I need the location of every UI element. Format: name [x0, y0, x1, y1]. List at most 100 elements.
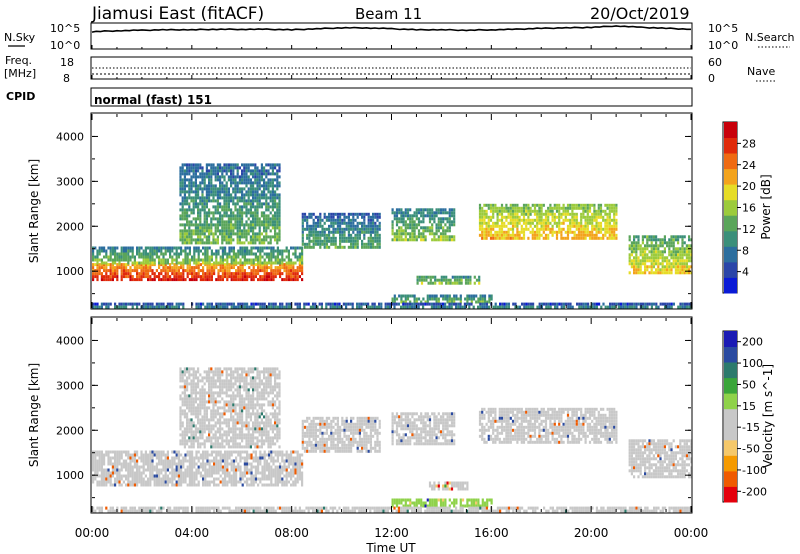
heatmap-cell [312, 305, 315, 309]
heatmap-cell [376, 227, 379, 231]
heatmap-cell [92, 465, 95, 469]
heatmap-cell [191, 272, 194, 276]
heatmap-cell [236, 241, 239, 245]
freq-left-unit: [MHz] [4, 67, 36, 80]
heatmap-cell [646, 253, 649, 257]
heatmap-cell [158, 471, 161, 475]
heatmap-cell [558, 230, 561, 234]
heatmap-cell [232, 238, 235, 242]
heatmap-cell [225, 208, 228, 212]
heatmap-cell [448, 226, 451, 230]
heatmap-cell [520, 212, 523, 216]
heatmap-cell [223, 220, 226, 224]
heatmap-cell [203, 178, 206, 182]
heatmap-cell [417, 211, 421, 215]
heatmap-cell [153, 263, 156, 267]
heatmap-cell [312, 224, 315, 228]
heatmap-cell [114, 258, 117, 262]
heatmap-cell [120, 305, 123, 309]
heatmap-cell [582, 215, 585, 219]
heatmap-cell [373, 302, 376, 306]
heatmap-cell [672, 253, 675, 257]
heatmap-cell [281, 468, 284, 472]
heatmap-cell [166, 269, 169, 273]
heatmap-cell [263, 474, 266, 478]
heatmap-cell [633, 305, 636, 309]
heatmap-cell [453, 297, 456, 301]
heatmap-cell [254, 169, 257, 173]
heatmap-cell [413, 226, 416, 230]
heatmap-cell [635, 259, 638, 263]
heatmap-cell [171, 462, 174, 466]
heatmap-cell [404, 208, 407, 212]
heatmap-cell [330, 218, 333, 222]
heatmap-cell [372, 218, 375, 222]
heatmap-cell [256, 181, 259, 185]
heatmap-cell [221, 241, 224, 245]
heatmap-cell [239, 252, 242, 256]
heatmap-cell [239, 468, 242, 472]
heatmap-cell [281, 465, 284, 469]
heatmap-cell [226, 278, 229, 282]
heatmap-cell [228, 263, 231, 267]
heatmap-cell [98, 266, 101, 270]
heatmap-cell [133, 278, 136, 282]
heatmap-cell [306, 236, 309, 240]
heatmap-cell [276, 208, 279, 212]
heatmap-cell [451, 281, 454, 285]
heatmap-cell [263, 220, 266, 224]
heatmap-cell [478, 212, 482, 216]
heatmap-cell [197, 468, 200, 472]
heatmap-cell [122, 246, 125, 250]
heatmap-cell [246, 252, 249, 256]
heatmap-cell [252, 175, 255, 179]
heatmap-cell [544, 233, 548, 237]
heatmap-cell [413, 220, 416, 224]
heatmap-cell [276, 232, 279, 236]
heatmap-cell [434, 275, 437, 279]
heatmap-cell [630, 265, 633, 269]
heatmap-cell [363, 245, 366, 249]
heatmap-cell [677, 241, 680, 245]
heatmap-cell [210, 199, 213, 203]
heatmap-cell [125, 269, 128, 273]
heatmap-cell [668, 302, 671, 306]
heatmap-cell [666, 271, 669, 275]
heatmap-cell [223, 190, 226, 194]
heatmap-cell [210, 468, 213, 472]
heatmap-cell [177, 272, 180, 276]
heatmap-cell [303, 245, 307, 249]
heatmap-cell [483, 300, 487, 304]
heatmap-cell [666, 256, 669, 260]
heatmap-cell [276, 187, 279, 191]
heatmap-cell [560, 302, 563, 306]
heatmap-cell [507, 209, 510, 213]
heatmap-cell [685, 253, 688, 257]
heatmap-cell [278, 181, 281, 185]
heatmap-cell [593, 236, 596, 240]
heatmap-cell [171, 266, 174, 270]
heatmap-cell [422, 220, 425, 224]
y-tick-label: 4000 [56, 130, 84, 143]
heatmap-cell [604, 230, 607, 234]
heatmap-cell [409, 208, 412, 212]
heatmap-cell [351, 302, 354, 306]
heatmap-cell [243, 187, 246, 191]
heatmap-cell [580, 305, 583, 309]
heatmap-cell [444, 235, 447, 239]
heatmap-cell [230, 477, 233, 481]
heatmap-cell [215, 255, 218, 259]
heatmap-cell [247, 163, 250, 167]
heatmap-cell [276, 258, 279, 262]
heatmap-cell [109, 255, 112, 259]
heatmap-cell [180, 275, 183, 279]
heatmap-cell [147, 483, 150, 487]
heatmap-cell [265, 196, 268, 200]
heatmap-cell [323, 239, 326, 243]
heatmap-cell [125, 450, 128, 454]
heatmap-cell [633, 265, 636, 269]
heatmap-cell [361, 242, 364, 246]
heatmap-cell [230, 258, 233, 262]
heatmap-cell [659, 244, 662, 248]
heatmap-cell [516, 236, 519, 240]
